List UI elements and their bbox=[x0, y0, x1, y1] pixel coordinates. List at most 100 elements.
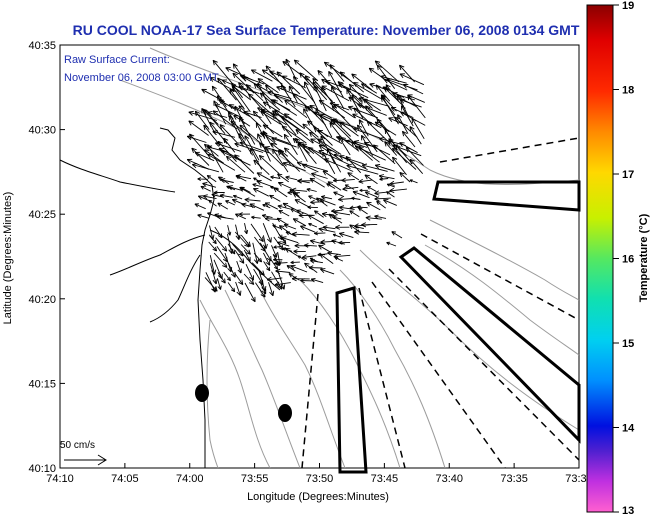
current-vector bbox=[405, 146, 424, 166]
current-vector bbox=[267, 90, 292, 100]
current-vector bbox=[235, 281, 242, 296]
current-vector bbox=[220, 178, 234, 183]
current-vector bbox=[252, 183, 263, 188]
current-vector bbox=[211, 193, 224, 198]
current-vector bbox=[402, 83, 424, 95]
current-vector bbox=[264, 216, 280, 222]
current-vector bbox=[219, 124, 239, 144]
x-tick-label: 74:05 bbox=[111, 473, 139, 485]
x-tick-label: 73:30 bbox=[565, 473, 593, 485]
current-vector bbox=[359, 188, 368, 193]
current-vector bbox=[311, 172, 328, 179]
current-vector bbox=[270, 259, 279, 270]
current-vector bbox=[243, 273, 255, 285]
current-vector bbox=[376, 200, 386, 209]
x-axis-ticks: 74:10 74:05 74:00 73:55 73:50 73:45 73:40 73:35… bbox=[46, 463, 593, 485]
current-vector bbox=[392, 91, 416, 101]
current-vector bbox=[351, 196, 361, 201]
current-vector bbox=[310, 239, 326, 245]
current-vector bbox=[256, 172, 272, 182]
current-vector bbox=[392, 156, 407, 176]
current-vector bbox=[291, 231, 310, 237]
current-vector bbox=[297, 255, 306, 261]
current-vector bbox=[206, 175, 217, 183]
coastline bbox=[59, 127, 281, 468]
current-vector bbox=[282, 202, 298, 211]
current-vector bbox=[357, 103, 387, 116]
current-vector bbox=[235, 174, 252, 180]
current-vector bbox=[339, 155, 368, 171]
current-vector bbox=[207, 153, 236, 171]
current-vector bbox=[386, 183, 396, 188]
current-vector bbox=[239, 124, 265, 147]
colorbar-ticks: 19 18 17 16 15 14 13 bbox=[613, 0, 635, 517]
current-vector bbox=[274, 281, 291, 287]
current-date: November 06, 2008 03:00 GMT bbox=[64, 72, 219, 84]
current-vector bbox=[281, 236, 299, 244]
current-vector bbox=[197, 213, 210, 219]
current-vector bbox=[259, 92, 281, 111]
current-vector bbox=[384, 141, 398, 156]
current-vector bbox=[217, 202, 229, 210]
current-vector bbox=[272, 148, 289, 173]
current-vector bbox=[250, 69, 273, 82]
current-vector bbox=[207, 212, 218, 218]
current-vector bbox=[272, 113, 293, 138]
contour-line bbox=[299, 279, 401, 469]
current-vector bbox=[399, 73, 425, 86]
y-tick-label: 40:30 bbox=[28, 125, 56, 137]
current-vector bbox=[270, 175, 281, 180]
current-vector bbox=[277, 149, 301, 172]
dashed-lines bbox=[301, 137, 580, 469]
current-vector bbox=[411, 117, 425, 140]
current-vector bbox=[233, 272, 244, 285]
current-vector bbox=[331, 239, 345, 245]
current-vector bbox=[294, 199, 309, 208]
current-vector bbox=[361, 83, 378, 94]
current-vector bbox=[216, 214, 234, 220]
current-vector bbox=[407, 94, 426, 119]
current-vector bbox=[352, 113, 382, 129]
current-vector bbox=[399, 98, 422, 108]
current-vector bbox=[358, 96, 390, 107]
current-vector bbox=[285, 247, 298, 257]
current-vector bbox=[332, 233, 341, 238]
current-vector bbox=[292, 218, 307, 227]
current-vector bbox=[208, 234, 217, 245]
current-vector bbox=[366, 201, 381, 211]
x-tick-label: 74:00 bbox=[176, 473, 204, 485]
current-vector bbox=[278, 209, 290, 217]
current-vector bbox=[234, 154, 255, 174]
current-vector bbox=[323, 158, 354, 172]
current-vector bbox=[261, 214, 273, 219]
y-tick-label: 40:20 bbox=[28, 294, 56, 306]
current-vector bbox=[192, 163, 220, 173]
current-vector bbox=[273, 187, 288, 198]
current-vector bbox=[296, 161, 328, 172]
current-vector bbox=[268, 282, 275, 297]
current-vector bbox=[306, 187, 317, 192]
current-vector bbox=[384, 87, 405, 107]
station-marker bbox=[278, 404, 292, 422]
dashed-line bbox=[371, 281, 506, 469]
current-vector bbox=[309, 177, 325, 188]
x-tick-label: 73:45 bbox=[371, 473, 399, 485]
current-vector bbox=[284, 99, 308, 119]
current-vector bbox=[274, 109, 297, 136]
current-vector bbox=[271, 137, 297, 148]
current-vector bbox=[300, 278, 314, 284]
current-vector bbox=[352, 190, 370, 199]
current-vector bbox=[383, 199, 397, 206]
current-vector bbox=[213, 252, 228, 268]
current-vector bbox=[264, 202, 278, 210]
current-vector bbox=[292, 76, 316, 103]
current-vector bbox=[228, 115, 243, 143]
current-vector bbox=[277, 271, 286, 290]
current-vector bbox=[240, 244, 251, 255]
current-vector bbox=[239, 141, 270, 154]
scale-label: 50 cm/s bbox=[60, 440, 95, 451]
coast-line bbox=[159, 127, 215, 468]
current-vector bbox=[235, 213, 246, 220]
current-vector bbox=[258, 154, 280, 175]
colorbar-tick-label: 19 bbox=[622, 0, 634, 12]
